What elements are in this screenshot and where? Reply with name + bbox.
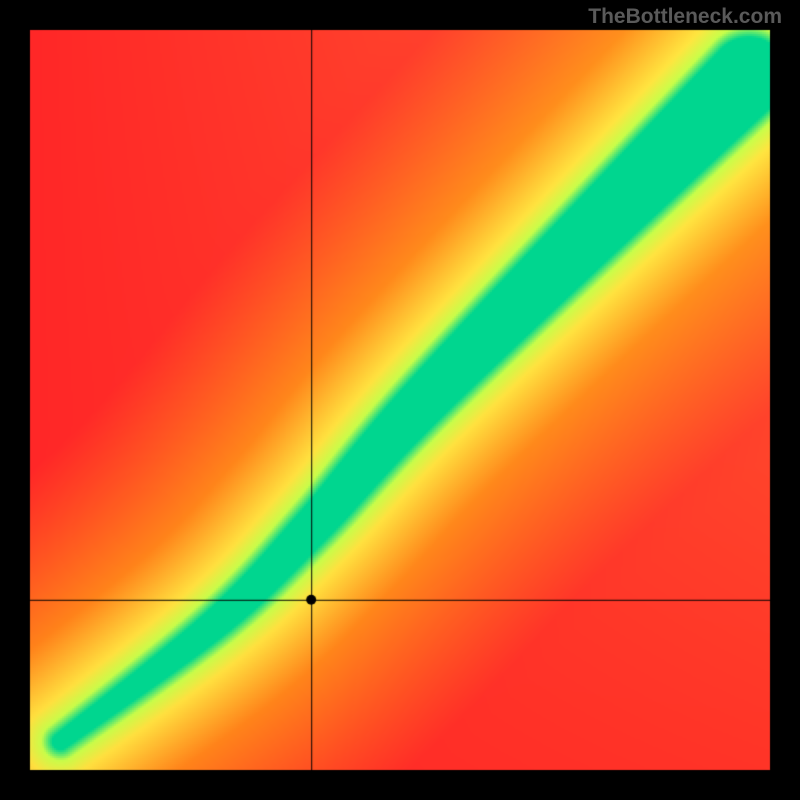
heatmap-canvas [0, 0, 800, 800]
watermark-text: TheBottleneck.com [588, 5, 782, 29]
chart-container: TheBottleneck.com [0, 0, 800, 800]
